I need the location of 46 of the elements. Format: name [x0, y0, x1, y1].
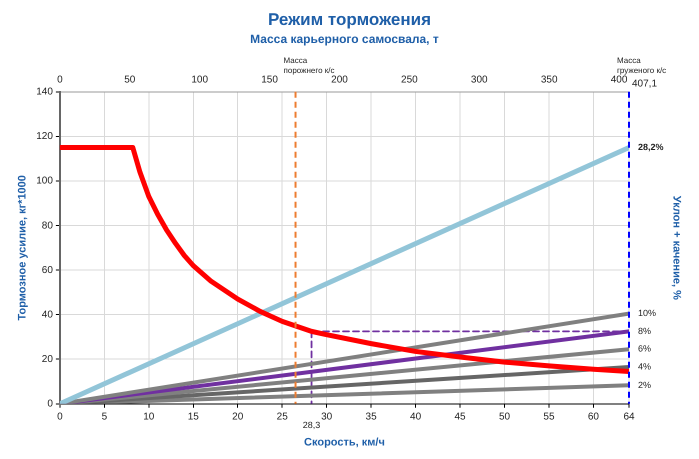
x-tick-label: 60: [588, 412, 600, 423]
series-label: 6%: [638, 344, 652, 354]
x-tick-label: 40: [410, 412, 422, 423]
x-tick-label: 25: [276, 412, 288, 423]
x-tick-label: 0: [57, 412, 64, 423]
x2-tick-label: 50: [124, 74, 136, 86]
x2-tick-label: 400: [610, 74, 628, 86]
series-label: 2%: [638, 380, 652, 390]
x-tick-label: 20: [232, 412, 244, 423]
x2-axis-title: Масса карьерного самосвала, т: [250, 32, 439, 46]
y-tick-label: 140: [36, 86, 54, 98]
y2-axis-title: Уклон + качение, %: [670, 196, 682, 300]
series-label: 10%: [638, 308, 656, 318]
x-tick-label: 5: [102, 412, 108, 423]
y-tick-label: 40: [42, 309, 54, 320]
x2-tick-label: 250: [401, 74, 418, 86]
x2-tick-label: 100: [191, 74, 208, 86]
x-tick-label: 30: [321, 412, 333, 423]
x2-tick-label: 350: [540, 74, 558, 86]
y-tick-label: 20: [42, 354, 54, 365]
x-tick-label: 55: [543, 412, 555, 423]
y-axis-title: Тормозное усилие, кг*1000: [16, 175, 29, 321]
x-tick-label: 64: [623, 412, 635, 423]
x-tick-label: 10: [143, 412, 155, 423]
x-tick-label: 35: [366, 412, 378, 423]
x2-tick-label: 300: [470, 74, 488, 86]
y-tick-label: 0: [47, 398, 54, 410]
x2-tick-label: 200: [331, 74, 348, 86]
x-axis-title: Скорость, км/ч: [304, 436, 385, 448]
y-tick-label: 100: [36, 176, 54, 187]
annotation: 28,3: [302, 420, 320, 430]
x2-tick-label: 150: [261, 74, 278, 86]
series-label: 4%: [638, 362, 652, 372]
chart-title: Режим торможения: [268, 10, 432, 29]
annotation: 407,1: [632, 78, 658, 90]
y-tick-label: 120: [36, 131, 54, 142]
x2-tick-label: 0: [57, 74, 64, 86]
x-tick-label: 45: [454, 412, 466, 423]
y-tick-label: 80: [42, 220, 54, 232]
ref-line-label: Масса порожнего к/с: [284, 56, 334, 76]
ref-line-label: Масса груженого к/с: [617, 56, 666, 76]
series-label: 28,2%: [638, 142, 664, 152]
x-tick-label: 15: [188, 412, 200, 423]
series-label: 8%: [638, 326, 652, 336]
y-tick-label: 60: [42, 264, 54, 276]
x-tick-label: 50: [498, 412, 511, 423]
